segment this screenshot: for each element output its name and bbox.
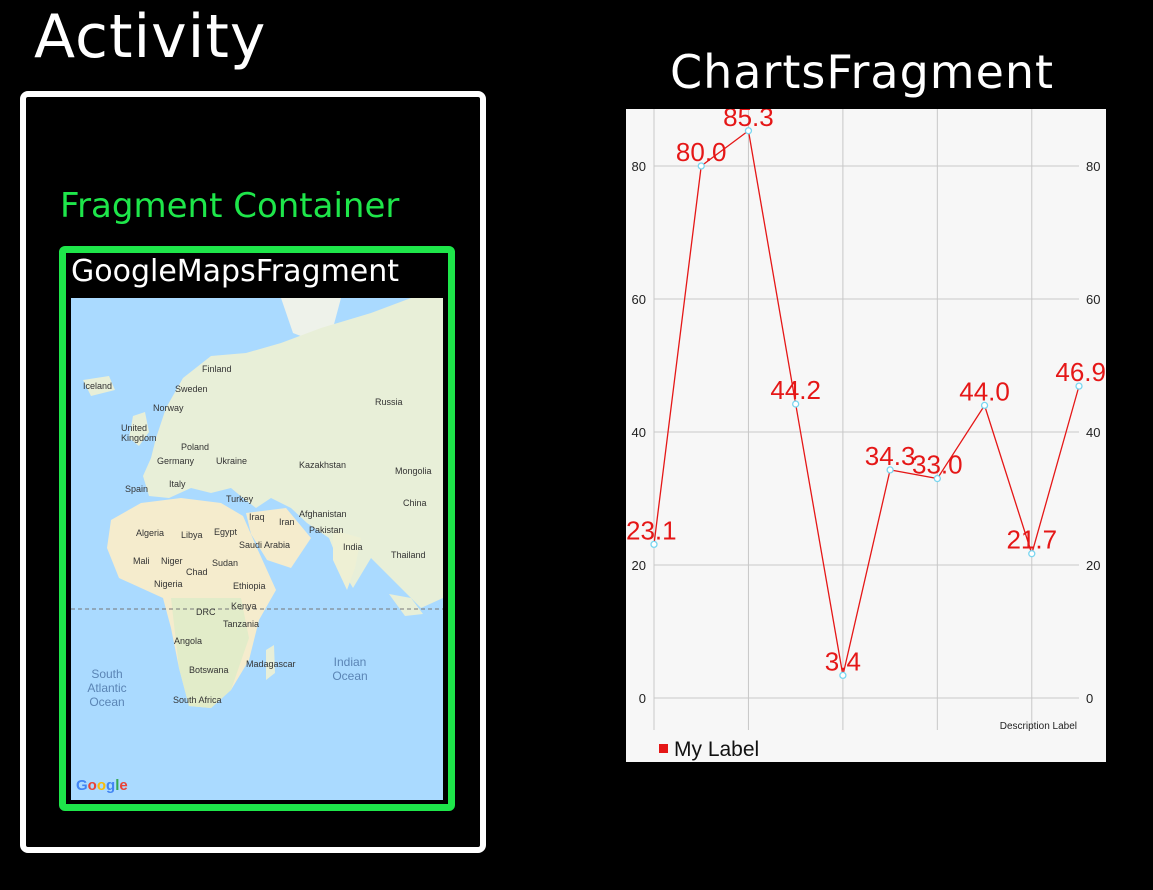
data-point [744, 127, 753, 135]
data-point [650, 540, 658, 549]
legend-label: My Label [674, 738, 759, 761]
map-label: India [343, 542, 363, 552]
map-land-central-africa [171, 598, 249, 708]
value-label: 85.3 [723, 109, 774, 132]
y-tick-label-left: 0 [639, 691, 646, 706]
map-label: Iran [279, 517, 295, 527]
map-label: Chad [186, 567, 208, 577]
map-label: Thailand [391, 550, 426, 560]
map-label: Ukraine [216, 456, 247, 466]
value-label: 44.2 [770, 375, 821, 405]
map-label: Algeria [136, 528, 164, 538]
map-label: Italy [169, 479, 186, 489]
map-label: Saudi Arabia [239, 540, 290, 550]
map-label: Norway [153, 403, 184, 413]
map-label: Spain [125, 484, 148, 494]
activity-frame [20, 91, 486, 853]
map-label: Afghanistan [299, 509, 347, 519]
map-label: Mongolia [395, 466, 432, 476]
value-label: 21.7 [1006, 525, 1057, 555]
value-label: 44.0 [959, 376, 1010, 406]
value-label: 33.0 [912, 450, 963, 480]
map-label: Nigeria [154, 579, 183, 589]
charts-fragment-title: ChartsFragment [670, 45, 1055, 99]
map-land-madagascar [266, 645, 275, 680]
y-tick-label-left: 80 [632, 159, 646, 174]
y-axis-right: 0 20 40 60 80 [1086, 159, 1100, 706]
map-label: United Kingdom [121, 423, 157, 443]
data-point [792, 400, 800, 408]
map-label: Kenya [231, 601, 257, 611]
y-tick-label-left: 20 [632, 558, 646, 573]
map-land-india [333, 530, 361, 590]
y-tick-label-right: 80 [1086, 159, 1100, 174]
legend-swatch [659, 744, 668, 753]
chart-grid [653, 109, 1079, 730]
data-point [1028, 550, 1036, 558]
map-label: Angola [174, 636, 202, 646]
value-label: 46.9 [1055, 357, 1106, 387]
series-line [653, 129, 1080, 676]
map-land-uk [129, 412, 149, 446]
value-label: 23.1 [626, 515, 677, 545]
map-canvas: Finland Iceland Sweden Norway Russia United Ki… [71, 298, 443, 800]
data-point [886, 466, 894, 474]
ocean-label: Indian Ocean [332, 655, 367, 683]
y-tick-label-right: 60 [1086, 292, 1100, 307]
y-tick-label-left: 40 [632, 425, 646, 440]
value-label: 3.4 [825, 646, 861, 676]
map-label: Poland [181, 442, 209, 452]
google-logo: Google [76, 777, 128, 794]
ocean-label: South Atlantic Ocean [87, 667, 126, 709]
data-point [980, 401, 989, 410]
y-axis-left: 0 20 40 60 80 [632, 159, 646, 706]
value-label: 34.3 [865, 441, 916, 471]
map-label: DRC [196, 607, 216, 617]
maps-fragment-title: GoogleMapsFragment [71, 254, 400, 289]
map-label: China [403, 498, 427, 508]
map-label: Libya [181, 530, 203, 540]
description-label: Description Label [1000, 721, 1077, 732]
value-label: 80.0 [676, 137, 727, 167]
fragment-container-label: Fragment Container [60, 186, 400, 226]
map-land-indonesia [389, 594, 423, 616]
map-label: Madagascar [246, 659, 296, 669]
map-labels: Finland Iceland Sweden Norway Russia United Ki… [83, 364, 432, 705]
data-point [697, 162, 705, 170]
map-label: Ethiopia [233, 581, 266, 591]
map-label: Kazakhstan [299, 460, 346, 470]
map-land-arabia [246, 508, 311, 568]
map-label: Iraq [249, 512, 265, 522]
map-label: Sudan [212, 558, 238, 568]
y-tick-label-right: 20 [1086, 558, 1100, 573]
map-label: South Africa [173, 695, 222, 705]
map-label: Mali [133, 556, 150, 566]
data-point [1075, 382, 1083, 390]
map-label: Finland [202, 364, 232, 374]
map-label: Botswana [189, 665, 229, 675]
map-label: Pakistan [309, 525, 344, 535]
activity-title: Activity [34, 2, 267, 72]
y-tick-label-right: 0 [1086, 691, 1093, 706]
map-label: Egypt [214, 527, 238, 537]
chart-canvas: 0 20 40 60 80 0 20 40 60 80 23.1 80.0 85.3 44.2 3.4 3… [626, 109, 1106, 761]
value-labels: 23.1 80.0 85.3 44.2 3.4 34.333.0 44.0 21.7 46.9 [626, 109, 1106, 676]
map-label: Germany [157, 456, 195, 466]
google-map[interactable]: Finland Iceland Sweden Norway Russia United Ki… [71, 298, 443, 800]
line-chart[interactable]: 0 20 40 60 80 0 20 40 60 80 23.1 80.0 85.3 44.2 3.4 3… [626, 109, 1106, 762]
series-markers [650, 127, 1083, 680]
data-point [839, 671, 847, 680]
map-label: Niger [161, 556, 183, 566]
map-label: Tanzania [223, 619, 259, 629]
map-land-iceland [83, 376, 115, 396]
y-tick-label-right: 40 [1086, 425, 1100, 440]
map-land-eurasia [143, 298, 443, 608]
map-label: Sweden [175, 384, 208, 394]
data-point [933, 474, 941, 483]
map-label: Russia [375, 397, 403, 407]
map-label: Iceland [83, 381, 112, 391]
map-ocean-labels: South Atlantic Ocean Indian Ocean [87, 655, 367, 709]
y-tick-label-left: 60 [632, 292, 646, 307]
map-label: Turkey [226, 494, 254, 504]
